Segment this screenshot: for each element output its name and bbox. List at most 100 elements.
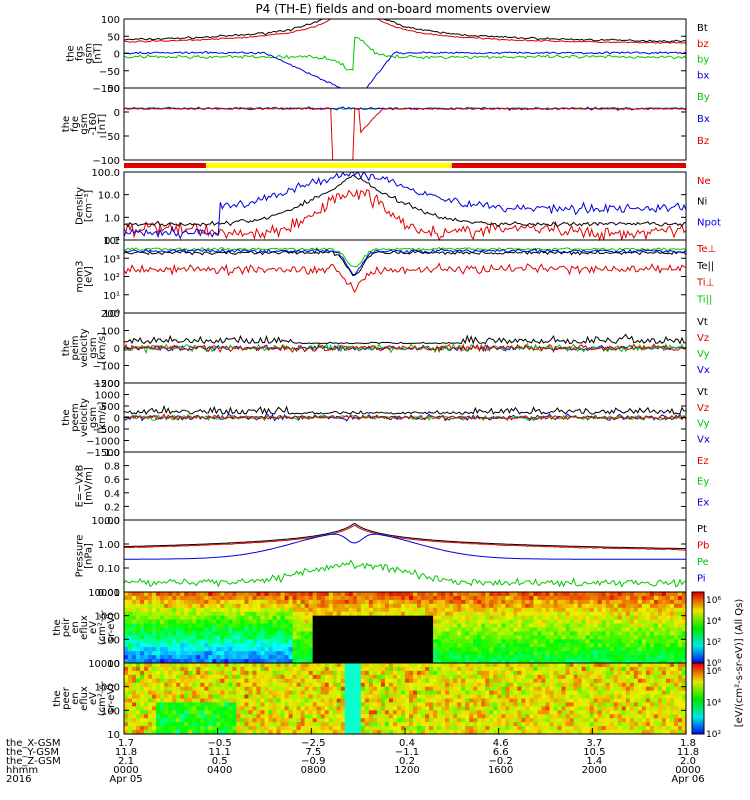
x-tick-value: 10.5 (583, 747, 605, 758)
legend-entry: Te⊥ (696, 244, 716, 255)
series-vt (123, 333, 686, 345)
y-tick-label: 100.0 (91, 168, 120, 179)
y-tick-label: 50 (107, 32, 120, 43)
y-tick-label: −500 (93, 425, 120, 436)
x-tick-value: 2000 (582, 765, 607, 776)
panel-efield: 1.0 0.8 0.6 0.4 0.2 0.0 E=−VxB[mV/m] Ez Ey Ex (75, 448, 710, 527)
legend-entry: Vy (697, 419, 710, 430)
y-tick-label: 500 (101, 402, 120, 413)
colorbar-label: [eV/(cm²-s-sr-eV)] (All Qs) (734, 599, 745, 728)
x-tick-value: 1.7 (118, 738, 134, 749)
y-tick-label: 0 (114, 108, 120, 119)
y-axis-label: thepeirenefluxeV(cm²-s-sr-eV) (52, 609, 117, 645)
legend-entry: Pt (697, 524, 707, 535)
y-tick-label: −50 (99, 67, 120, 78)
series-vz (123, 413, 687, 421)
y-tick-label: 10⁴ (103, 236, 120, 247)
y-tick-label: 1.00 (98, 540, 120, 551)
y-tick-label: 10¹ (103, 291, 120, 302)
series-npot (123, 171, 687, 240)
colorbar (691, 662, 705, 735)
x-tick-value: 1200 (394, 765, 419, 776)
x-row-label: hhmm (6, 765, 38, 776)
legend-entry: Ni (697, 197, 707, 208)
panel-peir_spec: 10000 1000 100 10 thepeirenefluxeV(cm²-s-sr-… (52, 588, 687, 670)
colorbar-tick: 10⁴ (706, 699, 721, 709)
x-tick-value: −0.2 (489, 756, 513, 767)
x-tick-value: 0.2 (399, 756, 415, 767)
x-tick-value: 0.5 (212, 756, 228, 767)
y-tick-label: 10000 (88, 659, 120, 670)
y-tick-label: 10 (107, 730, 120, 741)
legend-entry: Bz (697, 136, 709, 147)
legend-entry: Ey (697, 477, 709, 488)
x-row-label: 2016 (6, 774, 31, 785)
panel-peim_velocity: 200 100 0 −100 −200 thepeimvelocitygsm[km/s] V… (61, 309, 710, 390)
series-bz (123, 107, 687, 161)
y-tick-label: −50 (99, 132, 120, 143)
y-tick-label: −1000 (86, 437, 120, 448)
panel-density: 100.0 10.0 1.0 0.1 Density[cm⁻³] Ne Ni Npot (75, 168, 721, 247)
x-tick-value: 7.5 (305, 747, 321, 758)
colorbar-tick: 10⁶ (706, 596, 721, 606)
spectrogram-colorbars: 10⁶10⁴10²10⁰10⁶10⁴10²[eV/(cm²-s-sr-eV)] … (691, 591, 745, 740)
y-tick-label: 10² (103, 273, 120, 284)
y-axis-label: Pressure[nPa] (75, 535, 95, 578)
y-tick-label: 1.0 (104, 213, 120, 224)
series-bt (123, 18, 687, 43)
panel-temperature: 10⁴ 10³ 10² 10¹ 10⁰ mom3[eV] Te⊥ Te|| Ti⊥ Ti|| (75, 236, 717, 320)
x-axis-labels: the_X-GSMthe_Y-GSMthe_Z-GSMhhmm20161.711… (6, 728, 705, 785)
legend-entry: Ne (697, 176, 711, 187)
legend-entry: Vy (697, 349, 710, 360)
y-tick-label: −100 (93, 84, 120, 95)
y-tick-label: 100 (101, 15, 120, 26)
x-tick-value: −0.5 (208, 738, 232, 749)
x-tick-value: −2.5 (301, 738, 325, 749)
y-tick-label: 10000 (88, 588, 120, 599)
series-bx (124, 106, 687, 111)
y-tick-label: 0.01 (98, 588, 120, 599)
legend-entry: Pe (697, 557, 709, 568)
x-tick-value: Apr 06 (671, 774, 704, 785)
legend-entry: Vx (697, 434, 710, 445)
series-pi (124, 533, 686, 560)
y-axis-label: thepeerenefluxeV(cm²-s-sr-eV) (52, 680, 117, 716)
x-tick-value: −0.9 (301, 756, 325, 767)
y-tick-label: 10 (107, 659, 120, 670)
legend-entry: Vt (697, 387, 708, 398)
legend-entry: by (697, 55, 709, 66)
series-bz (124, 18, 687, 44)
legend-entry: Vz (697, 333, 709, 344)
x-tick-value: 1.4 (586, 756, 602, 767)
y-tick-label: 0.8 (104, 462, 120, 473)
series-pb (123, 524, 687, 551)
series-vz (123, 343, 687, 354)
series-te (123, 249, 687, 277)
y-tick-label: 10⁰ (103, 309, 120, 320)
y-tick-label: 10³ (103, 254, 120, 265)
colorbar-tick: 10² (706, 730, 721, 740)
y-tick-label: 1500 (95, 379, 120, 390)
legend-entry: Ti⊥ (696, 278, 714, 289)
series-by (123, 36, 687, 71)
y-tick-label: 0.4 (104, 489, 120, 500)
panel-frame (123, 87, 687, 161)
x-tick-value: 1.8 (680, 738, 696, 749)
y-tick-label: 100 (101, 706, 120, 717)
y-tick-label: 0 (114, 50, 120, 61)
y-tick-label: 100 (101, 635, 120, 646)
x-tick-value: 4.6 (493, 738, 509, 749)
y-tick-label: 1000 (95, 683, 120, 694)
y-axis-label: Density[cm⁻³] (75, 187, 95, 225)
x-tick-value: 3.7 (586, 738, 602, 749)
colorbar-tick: 10² (706, 638, 721, 648)
panel-peer_spec: 10000 1000 100 10 thepeerenefluxeV(cm²-s-sr-… (52, 659, 687, 741)
y-axis-label: thepeemvelocitygsm[km/s] (61, 398, 108, 437)
panel-fgs: 100 50 0 −50 −100 thefgsgsm[nT] Bt bz by bx (66, 15, 710, 95)
legend-entry: Pb (697, 541, 709, 552)
series-pt (123, 522, 687, 550)
x-row-label: the_Y-GSM (6, 747, 59, 758)
colorbar-tick: 10⁰ (706, 659, 721, 669)
